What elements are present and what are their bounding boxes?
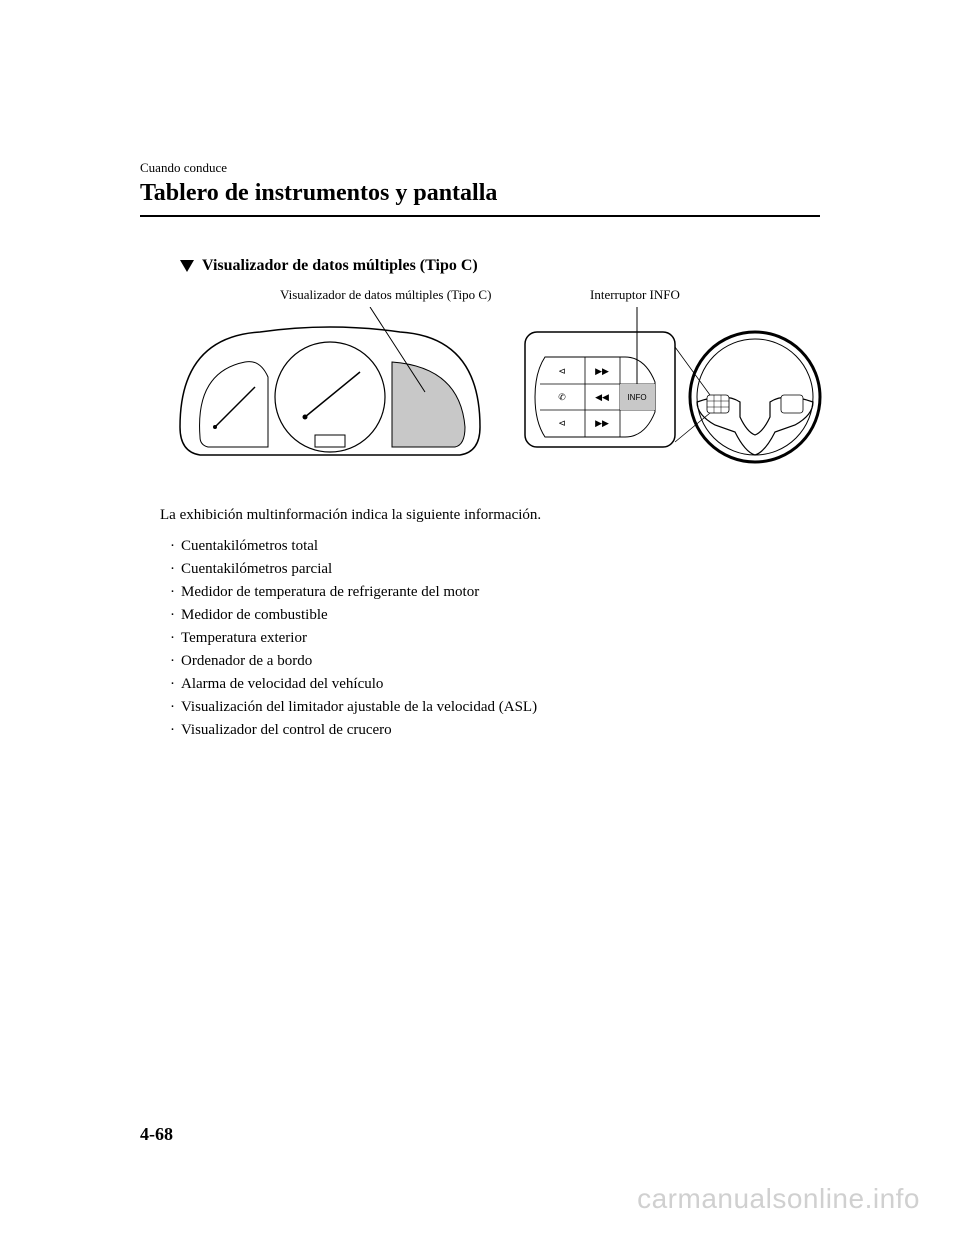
- bullet-icon: ·: [170, 699, 175, 716]
- triangle-down-icon: [180, 260, 194, 272]
- instrument-cluster-diagram: [160, 307, 500, 477]
- page-number: 4-68: [140, 1124, 173, 1145]
- bullet-icon: ·: [170, 538, 175, 555]
- bullet-icon: ·: [170, 653, 175, 670]
- section-heading: Visualizador de datos múltiples (Tipo C): [180, 257, 820, 275]
- intro-paragraph: La exhibición multinformación indica la …: [160, 507, 820, 524]
- figure-container: Visualizador de datos múltiples (Tipo C)…: [160, 287, 820, 487]
- header-divider: [140, 215, 820, 217]
- breadcrumb: Cuando conduce: [140, 160, 820, 176]
- list-item: · Cuentakilómetros total: [170, 538, 820, 555]
- list-item: · Medidor de temperatura de refrigerante …: [170, 584, 820, 601]
- svg-text:▶▶: ▶▶: [595, 418, 609, 428]
- bullet-icon: ·: [170, 676, 175, 693]
- svg-text:✆: ✆: [558, 392, 566, 402]
- list-item-text: Cuentakilómetros total: [181, 538, 318, 555]
- page-title: Tablero de instrumentos y pantalla: [140, 180, 820, 207]
- list-item: · Visualizador del control de crucero: [170, 722, 820, 739]
- list-item: · Alarma de velocidad del vehículo: [170, 676, 820, 693]
- figure-label-info-switch: Interruptor INFO: [590, 287, 680, 303]
- info-button-label: INFO: [627, 393, 646, 402]
- list-item-text: Medidor de combustible: [181, 607, 328, 624]
- list-item-text: Alarma de velocidad del vehículo: [181, 676, 383, 693]
- list-item: · Cuentakilómetros parcial: [170, 561, 820, 578]
- bullet-icon: ·: [170, 722, 175, 739]
- svg-text:◀◀: ◀◀: [595, 392, 609, 402]
- list-item: · Medidor de combustible: [170, 607, 820, 624]
- steering-wheel-diagram: INFO ⊲ ▶▶ ✆ ◀◀ ⊲ ▶▶: [515, 307, 835, 477]
- list-item-text: Temperatura exterior: [181, 630, 307, 647]
- list-item: · Temperatura exterior: [170, 630, 820, 647]
- svg-text:▶▶: ▶▶: [595, 366, 609, 376]
- list-item-text: Visualizador del control de crucero: [181, 722, 392, 739]
- figure-label-display: Visualizador de datos múltiples (Tipo C): [280, 287, 491, 303]
- list-item-text: Cuentakilómetros parcial: [181, 561, 332, 578]
- list-item: · Visualización del limitador ajustable d…: [170, 699, 820, 716]
- section-title-text: Visualizador de datos múltiples (Tipo C): [202, 257, 478, 275]
- bullet-icon: ·: [170, 561, 175, 578]
- bullet-icon: ·: [170, 607, 175, 624]
- list-item: · Ordenador de a bordo: [170, 653, 820, 670]
- bullet-icon: ·: [170, 584, 175, 601]
- bullet-icon: ·: [170, 630, 175, 647]
- watermark: carmanualsonline.info: [637, 1183, 920, 1215]
- info-list: · Cuentakilómetros total · Cuentakilómetro…: [170, 538, 820, 739]
- svg-text:⊲: ⊲: [558, 366, 566, 376]
- list-item-text: Visualización del limitador ajustable de…: [181, 699, 537, 716]
- list-item-text: Medidor de temperatura de refrigerante d…: [181, 584, 479, 601]
- list-item-text: Ordenador de a bordo: [181, 653, 312, 670]
- svg-text:⊲: ⊲: [558, 418, 566, 428]
